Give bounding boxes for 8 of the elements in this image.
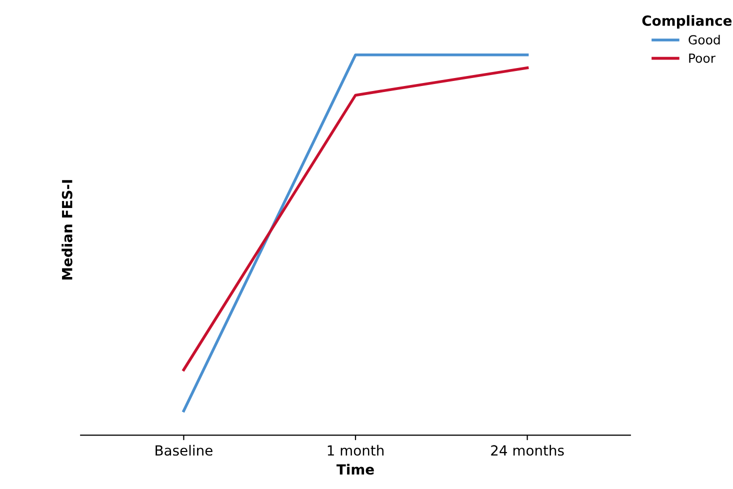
legend-label: Poor xyxy=(689,54,716,63)
x-tick-label: Baseline xyxy=(156,444,212,456)
x-axis-title: Time xyxy=(336,464,374,475)
x-tick-label: 1 month xyxy=(328,444,384,456)
x-tick-label: 24 months xyxy=(491,444,564,456)
legend-title: Compliance xyxy=(642,15,732,29)
legend-label: Good xyxy=(688,34,720,45)
y-axis-title: Median FES-I xyxy=(62,180,72,280)
